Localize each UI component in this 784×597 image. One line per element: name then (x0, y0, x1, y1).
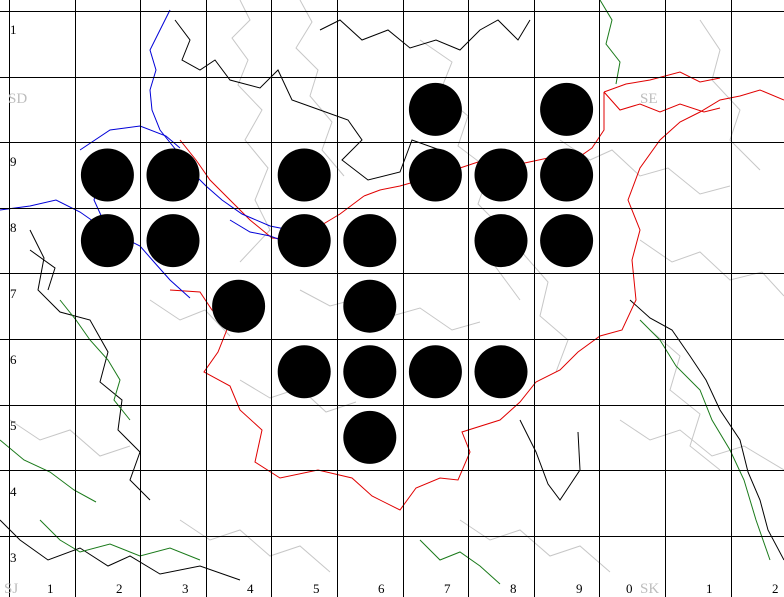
row-label: 7 (10, 286, 17, 301)
column-label: 8 (510, 581, 517, 596)
square-label-sj: SJ (4, 581, 18, 597)
row-label: 9 (10, 154, 17, 169)
occupied-tetrad-dot (408, 345, 462, 399)
occupied-tetrad-dot (540, 148, 594, 202)
row-label: 1 (10, 22, 17, 37)
occupied-tetrad-dot (343, 279, 397, 333)
column-label: 3 (182, 581, 189, 596)
recording-area-boundary (169, 71, 784, 511)
column-label: 9 (576, 581, 583, 596)
occupied-tetrad-dot (146, 214, 200, 268)
column-label: 7 (444, 581, 451, 596)
column-label: 5 (313, 581, 320, 596)
row-label: 3 (10, 550, 17, 565)
occupied-tetrad-dot (408, 148, 462, 202)
square-label-sk: SK (640, 581, 659, 597)
occupied-tetrad-dot (343, 410, 397, 464)
column-label: 1 (47, 581, 54, 596)
column-label: 4 (247, 581, 254, 596)
occupied-tetrad-dot (343, 345, 397, 399)
occupied-tetrad-dot (80, 214, 134, 268)
occupied-tetrad-dot (474, 214, 528, 268)
row-label: 8 (10, 220, 17, 235)
occupied-tetrad-dot (343, 214, 397, 268)
column-label: 0 (626, 581, 633, 596)
occupied-tetrad-dot (474, 148, 528, 202)
square-label-sd: SD (8, 91, 27, 107)
occupied-tetrad-dot (146, 148, 200, 202)
occupied-tetrad-dot (80, 148, 134, 202)
row-label: 6 (10, 352, 17, 367)
column-label: 1 (706, 581, 713, 596)
occupied-tetrad-dot (212, 279, 266, 333)
row-label: 4 (10, 484, 17, 499)
occupied-tetrad-dots (80, 82, 594, 464)
outline-boundaries (0, 19, 784, 581)
square-label-se: SE (640, 91, 658, 107)
occupied-tetrad-dot (277, 214, 331, 268)
occupied-tetrad-dot (540, 214, 594, 268)
column-label: 6 (378, 581, 385, 596)
occupied-tetrad-dot (474, 345, 528, 399)
column-label: 2 (772, 581, 779, 596)
rivers (0, 9, 301, 299)
column-label: 2 (116, 581, 123, 596)
occupied-tetrad-dot (277, 148, 331, 202)
occupied-tetrad-dot (540, 82, 594, 136)
row-label: 5 (10, 418, 17, 433)
occupied-tetrad-dot (277, 345, 331, 399)
occupied-tetrad-dot (408, 82, 462, 136)
county-boundaries (9, 0, 784, 573)
